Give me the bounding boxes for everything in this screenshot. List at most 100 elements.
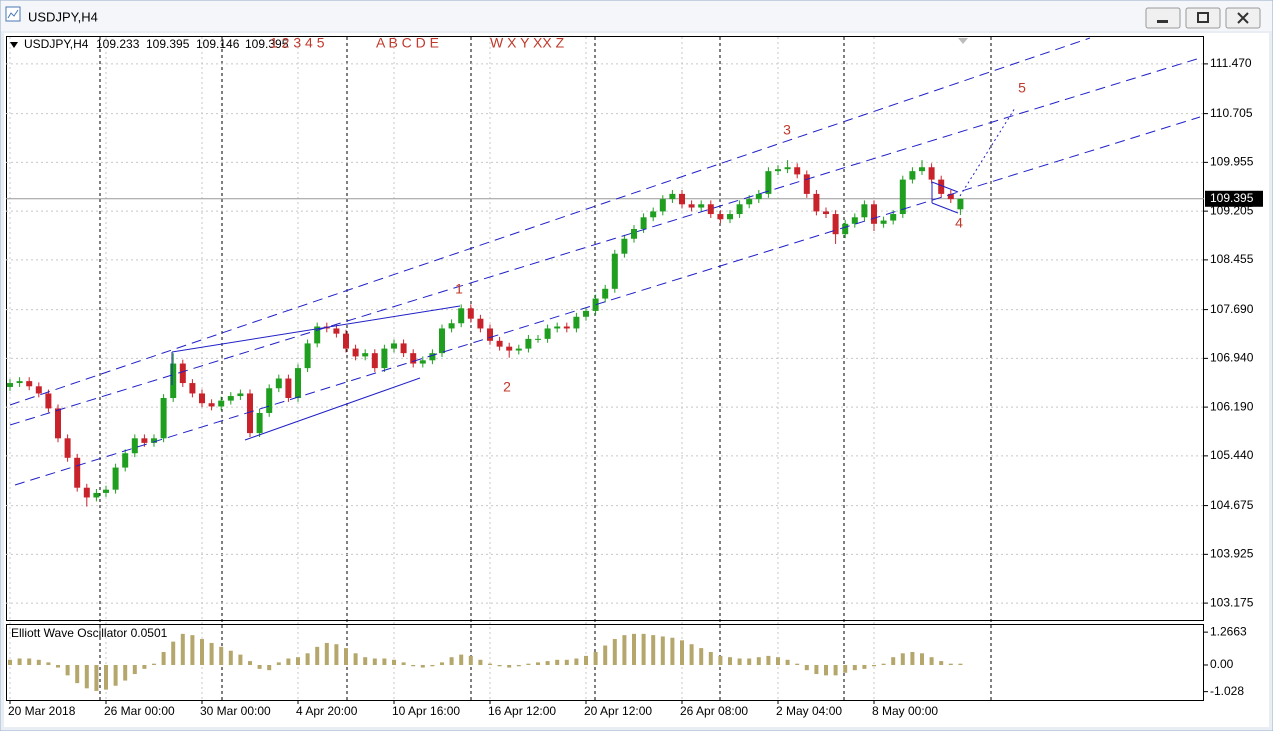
oscillator-bar (200, 639, 204, 665)
oscillator-bar (708, 652, 713, 665)
oscillator-bar (900, 653, 905, 665)
candle-body (880, 220, 887, 224)
candle-body (823, 211, 829, 215)
wave-button-numbers[interactable]: 1 2 3 4 5 (270, 35, 325, 51)
maximize-button[interactable] (1185, 7, 1221, 29)
x-tick-label: 26 Apr 08:00 (680, 704, 748, 718)
candle-body (515, 348, 522, 351)
oscillator-bar (804, 664, 809, 671)
wave-button-letters[interactable]: A B C D E (376, 35, 439, 51)
plot-layer: 111.470 110.705 109.955 109.205 108.455 107.6… (6, 37, 1263, 718)
candle-body (592, 298, 599, 311)
candle-body (208, 403, 215, 407)
period-separators (99, 37, 992, 700)
candle-body (717, 214, 724, 220)
oscillator-bar (728, 657, 732, 665)
oscillator-bar (372, 658, 377, 665)
oscillator-bar (401, 662, 406, 665)
candle-body (794, 167, 801, 175)
oscillator-bar (228, 650, 233, 665)
oscillator-bar (65, 664, 70, 676)
candle-body (266, 388, 273, 413)
oscillator-bar (824, 664, 828, 676)
candle-body (736, 204, 743, 215)
candle-body (371, 353, 378, 369)
candle-body (602, 288, 609, 299)
oscillator-bar (526, 663, 531, 665)
candle-body (352, 348, 359, 357)
oscillator-bar (843, 664, 848, 673)
candle-body (275, 378, 282, 389)
wave-label: 4 (955, 215, 963, 231)
oscillator-bar (459, 654, 464, 665)
oscillator-bar (699, 648, 704, 665)
wave-label: 2 (503, 379, 511, 395)
oscillator-bar (516, 664, 521, 667)
oscillator-bar (881, 663, 886, 665)
candle-body (103, 489, 109, 493)
candle-body (842, 223, 849, 235)
candle-body (659, 199, 666, 212)
candle-body (467, 308, 474, 319)
candle-body (832, 214, 839, 235)
oscillator-bar (564, 659, 569, 665)
oscillator-bar (929, 657, 934, 665)
oscillator-bar (94, 664, 99, 691)
indicator-label: Elliott Wave Oscillator 0.0501 (11, 626, 168, 640)
candle-body (947, 193, 954, 200)
y-tick-label: 111.470 (1210, 56, 1252, 70)
oscillator-bar (8, 659, 12, 665)
candle-body (851, 217, 858, 224)
oscillator-bar (238, 654, 243, 665)
candle-body (909, 171, 916, 180)
y-tick-label: 0.00 (1210, 657, 1234, 671)
wave-label: 1 (455, 281, 463, 297)
candle-body (544, 328, 551, 339)
symbol-label: USDJPY,H4 (24, 37, 89, 51)
candle-body (419, 360, 426, 364)
oscillator-bar (737, 658, 742, 665)
oscillator-bar (17, 658, 22, 665)
candle-body (35, 386, 42, 394)
candle-body (477, 318, 484, 329)
candle-body (237, 393, 244, 397)
close-button[interactable] (1225, 7, 1261, 29)
candle-body (727, 214, 733, 220)
oscillator-bar (574, 658, 579, 665)
minimize-button[interactable] (1145, 7, 1181, 29)
oscillator-bar (756, 657, 761, 665)
candle-body (218, 400, 225, 407)
y-tick-label: -1.028 (1210, 684, 1244, 698)
y-tick-label: 104.675 (1210, 498, 1254, 512)
candle-body (26, 381, 33, 387)
y-tick-label: 110.705 (1210, 106, 1253, 120)
oscillator-bar (785, 659, 790, 665)
y-tick-label: 103.175 (1210, 595, 1254, 609)
candle-body (583, 310, 589, 317)
x-tick-label: 10 Apr 16:00 (392, 704, 460, 718)
candle-body (170, 363, 177, 399)
candle-body (122, 453, 129, 468)
candle-body (199, 393, 205, 404)
oscillator-bar (305, 653, 310, 665)
y-tick-label: 106.190 (1210, 399, 1254, 413)
candle-body (439, 328, 445, 354)
candle-body (621, 238, 628, 254)
candle-body (247, 393, 253, 434)
oscillator-bar (814, 664, 819, 675)
candle-body (957, 198, 964, 210)
wave-button-corrective[interactable]: W X Y XX Z (490, 35, 565, 51)
candle-body (410, 353, 417, 364)
candle-body (554, 326, 561, 329)
x-tick-label: 4 Apr 20:00 (296, 704, 358, 718)
candle-body (400, 343, 407, 354)
candle-body (458, 308, 465, 324)
header-arrow[interactable] (10, 42, 18, 48)
window-icon (5, 6, 21, 22)
oscillator-bar (27, 658, 32, 665)
candle-body (189, 383, 196, 394)
oscillator-bar (440, 662, 444, 665)
oscillator-bar (392, 659, 396, 665)
candle-body (688, 204, 695, 208)
